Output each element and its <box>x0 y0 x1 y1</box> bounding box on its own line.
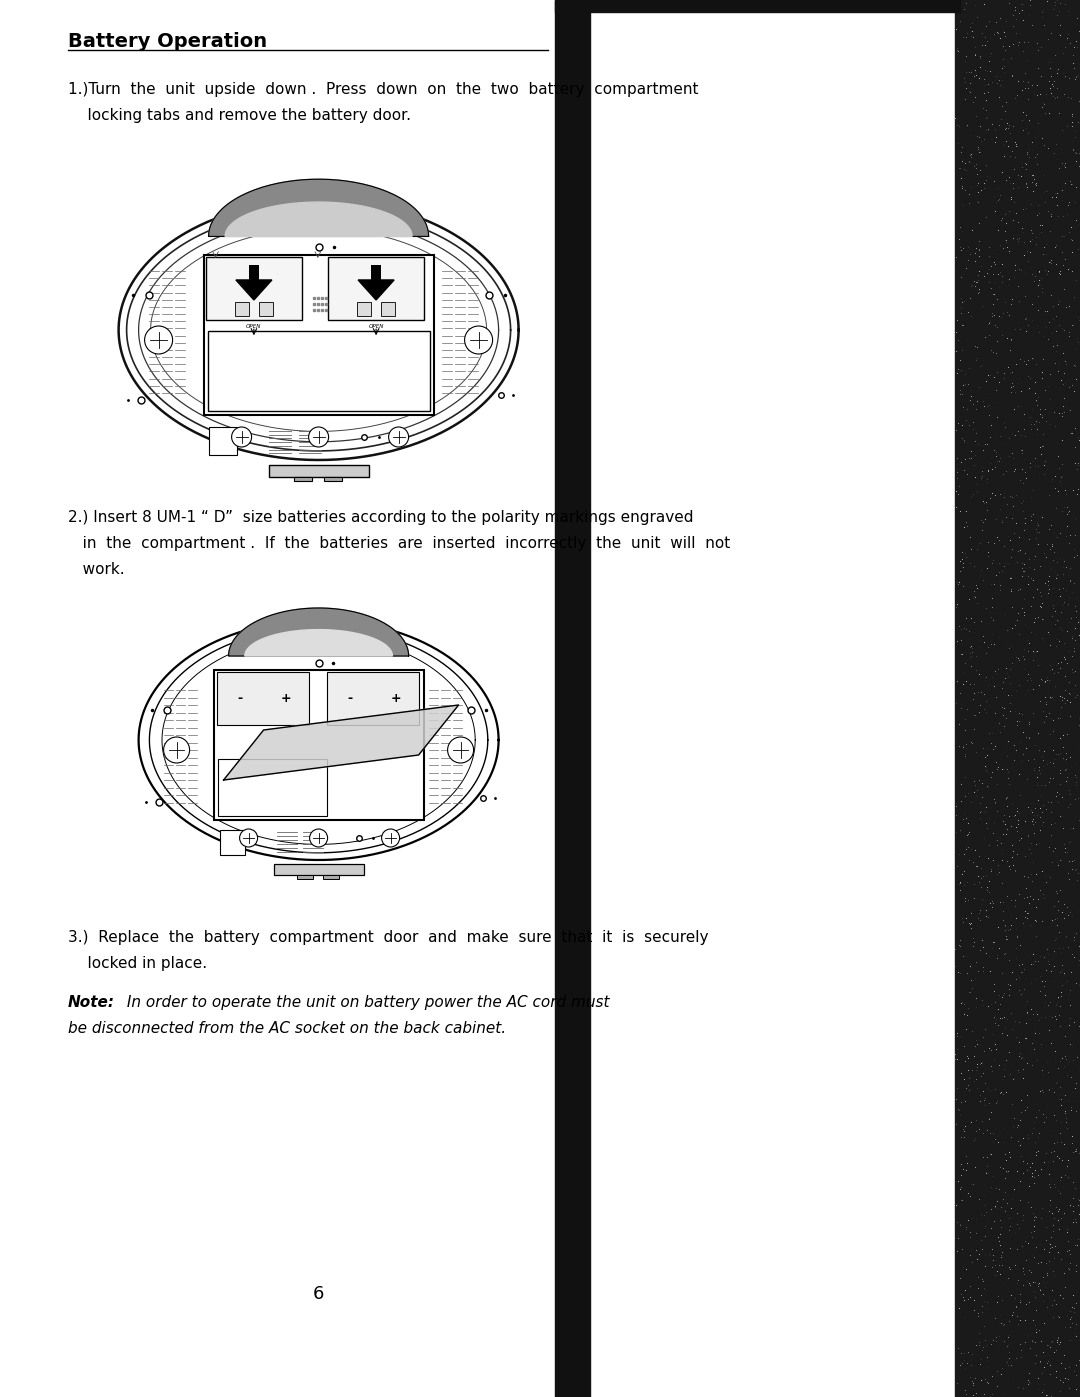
Text: In order to operate the unit on battery power the AC cord must: In order to operate the unit on battery … <box>122 995 609 1010</box>
Text: locking tabs and remove the battery door.: locking tabs and remove the battery door… <box>68 108 411 123</box>
Bar <box>219 830 244 855</box>
Bar <box>204 256 433 415</box>
Bar <box>235 302 248 316</box>
Bar <box>214 671 423 820</box>
Circle shape <box>381 828 400 847</box>
Circle shape <box>447 738 474 763</box>
Circle shape <box>145 326 173 353</box>
Text: 3.)  Replace  the  battery  compartment  door  and  make  sure  that  it  is  se: 3.) Replace the battery compartment door… <box>68 930 708 944</box>
Text: 6: 6 <box>313 1285 324 1303</box>
Bar <box>327 672 419 725</box>
Bar <box>555 0 590 1397</box>
Text: -: - <box>348 692 352 705</box>
Text: 2.) Insert 8 UM-1 “ D”  size batteries according to the polarity markings engrav: 2.) Insert 8 UM-1 “ D” size batteries ac… <box>68 510 693 525</box>
Bar <box>328 257 424 320</box>
Polygon shape <box>138 620 499 861</box>
Bar <box>372 265 381 286</box>
Bar <box>269 465 368 476</box>
Bar <box>294 476 312 481</box>
Bar <box>208 427 237 455</box>
Text: be disconnected from the AC socket on the back cabinet.: be disconnected from the AC socket on th… <box>68 1021 507 1037</box>
Bar <box>357 302 372 316</box>
Text: -: - <box>238 692 242 705</box>
Bar <box>205 257 302 320</box>
Circle shape <box>464 326 492 353</box>
Polygon shape <box>229 608 408 657</box>
Polygon shape <box>224 705 459 780</box>
Text: locked in place.: locked in place. <box>68 956 207 971</box>
Polygon shape <box>235 279 272 300</box>
Bar <box>273 863 364 875</box>
Bar <box>297 875 312 879</box>
Text: in  the  compartment .  If  the  batteries  are  inserted  incorrectly  the  uni: in the compartment . If the batteries ar… <box>68 536 730 550</box>
Bar <box>324 476 341 481</box>
Bar <box>955 0 1080 1397</box>
Bar <box>248 265 259 286</box>
Circle shape <box>309 427 328 447</box>
Circle shape <box>240 828 258 847</box>
Circle shape <box>231 427 252 447</box>
Bar <box>217 672 309 725</box>
Circle shape <box>163 738 190 763</box>
Bar <box>207 331 430 411</box>
Text: OPEN: OPEN <box>368 324 383 330</box>
Text: +: + <box>391 692 402 705</box>
Circle shape <box>310 828 327 847</box>
Bar <box>555 0 960 13</box>
Text: 1.)Turn  the  unit  upside  down .  Press  down  on  the  two  battery  compartm: 1.)Turn the unit upside down . Press dow… <box>68 82 699 96</box>
Bar <box>217 759 327 816</box>
Text: +: + <box>281 692 292 705</box>
Bar <box>323 875 339 879</box>
Bar <box>259 302 273 316</box>
Bar <box>381 302 395 316</box>
Circle shape <box>389 427 408 447</box>
Text: OPEN: OPEN <box>246 324 261 330</box>
Polygon shape <box>359 279 394 300</box>
Polygon shape <box>225 203 413 236</box>
Polygon shape <box>245 630 392 657</box>
Text: work.: work. <box>68 562 124 577</box>
Text: Battery Operation: Battery Operation <box>68 32 267 52</box>
Polygon shape <box>208 179 429 236</box>
Polygon shape <box>119 200 518 460</box>
Text: Note:: Note: <box>68 995 114 1010</box>
